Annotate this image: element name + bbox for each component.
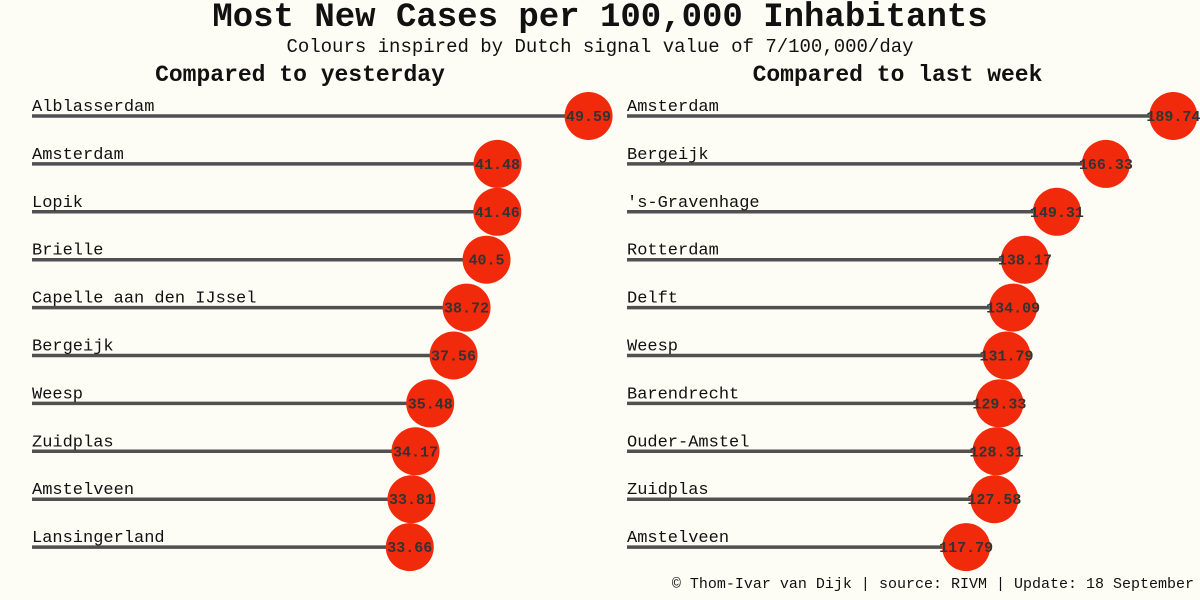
category-label: Rotterdam [627,242,719,261]
category-label: Weesp [32,385,83,404]
value-label: 127.58 [967,492,1021,509]
value-dot [385,523,434,572]
panel-title-yesterday: Compared to yesterday [155,62,445,88]
value-dot [1081,139,1130,188]
value-dot [942,523,991,572]
category-label: Amsterdam [627,98,719,117]
value-label: 149.31 [1030,205,1084,222]
category-label: Zuidplas [32,433,114,452]
category-label: Amstelveen [32,481,134,500]
value-dot [429,331,478,380]
value-dot [442,283,491,332]
value-label: 38.72 [444,301,489,318]
value-dot [473,139,522,188]
value-label: 131.79 [979,349,1033,366]
value-dot [1000,235,1049,284]
panel-last-week: Amsterdam 189.74 Bergeijk 166.33 's-Gravenha… [627,92,1200,572]
value-dot [391,427,440,476]
category-label: Alblasserdam [32,98,154,117]
category-label: Bergeijk [627,146,709,165]
category-label: Amstelveen [627,529,729,548]
category-label: Barendrecht [627,385,739,404]
category-label: Brielle [32,242,103,261]
value-label: 138.17 [998,253,1052,270]
value-dot [1149,92,1198,140]
value-dot [387,475,436,524]
value-label: 134.09 [986,301,1040,318]
category-label: Bergeijk [32,338,114,357]
category-label: Weesp [627,338,678,357]
value-dot [982,331,1031,380]
category-label: Capelle aan den IJssel [32,290,256,309]
value-label: 34.17 [393,444,438,461]
value-label: 128.31 [969,444,1023,461]
category-label: Delft [627,290,678,309]
value-dot [970,475,1019,524]
category-label: Zuidplas [627,481,709,500]
value-dot [564,92,613,140]
chart-title: Most New Cases per 100,000 Inhabitants [212,0,988,37]
category-label: Lansingerland [32,529,165,548]
value-label: 40.5 [469,253,505,270]
value-dot [462,235,511,284]
value-label: 166.33 [1079,157,1133,174]
category-label: 's-Gravenhage [627,194,760,213]
value-label: 41.46 [475,205,520,222]
value-dot [473,187,522,236]
value-dot [989,283,1038,332]
panel-title-last-week: Compared to last week [752,62,1043,88]
category-label: Amsterdam [32,146,124,165]
value-dot [972,427,1021,476]
credits-footer: © Thom-Ivar van Dijk | source: RIVM | Up… [671,576,1194,593]
category-label: Lopik [32,194,83,213]
value-dot [1032,187,1081,236]
chart-subtitle: Colours inspired by Dutch signal value o… [286,36,914,58]
panel-yesterday: Alblasserdam 49.59 Amsterdam 41.48 Lopik 41.4… [32,92,613,572]
value-label: 49.59 [566,109,611,126]
value-label: 117.79 [939,540,993,557]
value-label: 35.48 [408,396,453,413]
value-label: 41.48 [475,157,520,174]
value-dot [975,379,1024,428]
value-label: 33.81 [389,492,434,509]
value-dot [406,379,455,428]
value-label: 189.74 [1146,109,1200,126]
value-label: 37.56 [431,349,476,366]
value-label: 33.66 [387,540,432,557]
category-label: Ouder-Amstel [627,433,749,452]
value-label: 129.33 [972,396,1026,413]
